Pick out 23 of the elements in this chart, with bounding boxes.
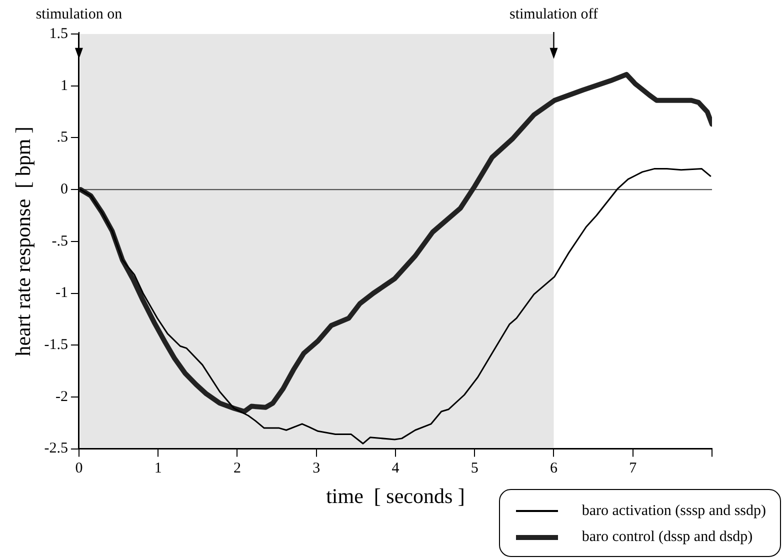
- legend-label: baro activation (sssp and ssdp): [582, 502, 766, 520]
- x-tick-label: 5: [470, 460, 478, 477]
- x-tick-label: 6: [550, 460, 558, 477]
- y-tick-label: 1: [60, 78, 68, 94]
- y-tick-label: 0: [60, 181, 68, 198]
- y-tick-label: -1.5: [44, 337, 68, 354]
- y-tick-label: -1: [55, 285, 68, 302]
- x-tick-label: 7: [629, 460, 638, 477]
- y-tick-label: -2: [55, 388, 68, 405]
- y-tick-label: -.5: [52, 233, 68, 250]
- y-tick-label: 1.5: [49, 26, 68, 42]
- legend-label: baro control (dssp and dsdp): [582, 528, 753, 546]
- x-tick-label: 1: [154, 460, 162, 477]
- x-tick-label: 3: [312, 460, 320, 477]
- x-tick-label: 2: [233, 460, 241, 477]
- y-axis-title: heart rate response [ bpm ]: [11, 126, 36, 356]
- x-axis-title: time [ seconds ]: [326, 484, 465, 508]
- y-tick-label: -2.5: [44, 440, 68, 457]
- annotation: stimulation on: [36, 6, 123, 22]
- y-tick-label: .5: [56, 130, 68, 146]
- x-tick-label: 0: [75, 460, 83, 477]
- x-tick-label: 4: [392, 460, 400, 477]
- annotation: stimulation off: [509, 6, 598, 22]
